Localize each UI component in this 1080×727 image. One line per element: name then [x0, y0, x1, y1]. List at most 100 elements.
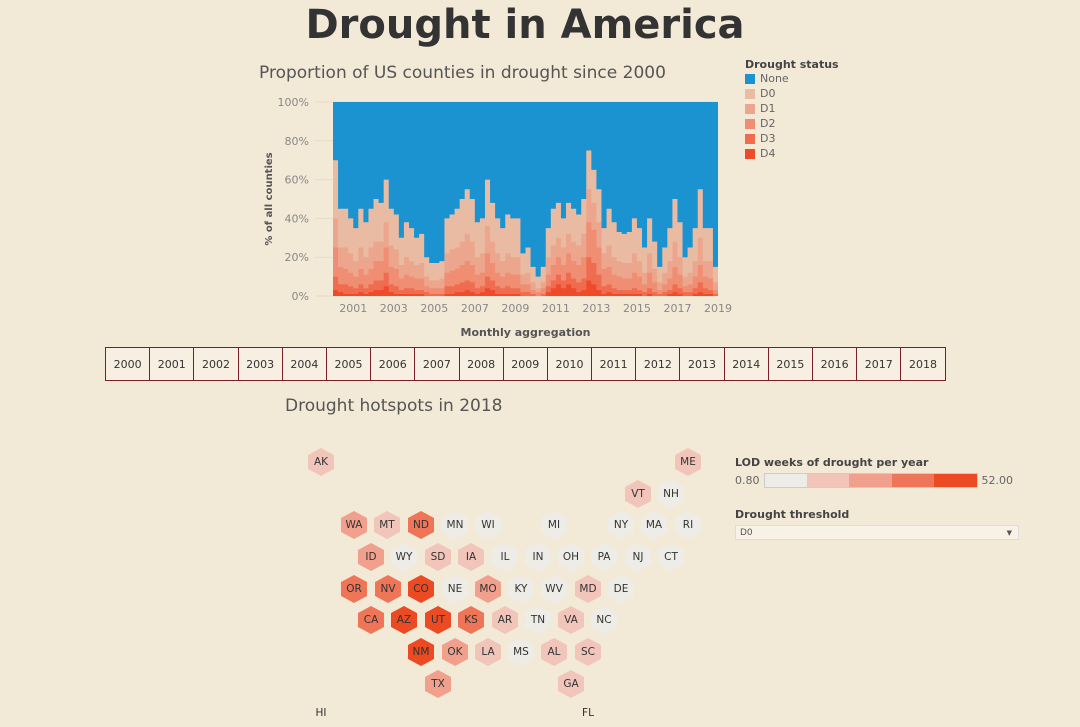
state-hex-oh[interactable]: OH	[558, 543, 584, 571]
area-d0	[333, 150, 718, 296]
scale-step	[891, 474, 935, 487]
state-hex-ne[interactable]: NE	[442, 575, 468, 603]
state-hex-al[interactable]: AL	[541, 638, 567, 666]
x-tick-label: 2001	[339, 302, 367, 315]
year-button-2018[interactable]: 2018	[901, 348, 945, 380]
year-button-2010[interactable]: 2010	[547, 348, 593, 380]
legend-swatch	[745, 103, 755, 114]
state-hex-co[interactable]: CO	[408, 575, 434, 603]
state-hex-ca[interactable]: CA	[358, 606, 384, 634]
x-tick-label: 2007	[461, 302, 489, 315]
legend-swatch	[745, 133, 755, 144]
legend-label: D1	[760, 102, 776, 115]
state-hex-tn[interactable]: TN	[525, 606, 551, 634]
state-hex-sc[interactable]: SC	[575, 638, 601, 666]
year-button-2014[interactable]: 2014	[724, 348, 769, 380]
legend-title: Drought status	[745, 58, 839, 71]
state-hex-md[interactable]: MD	[575, 575, 601, 603]
year-button-2016[interactable]: 2016	[813, 348, 858, 380]
state-hex-il[interactable]: IL	[492, 543, 518, 571]
state-hex-ny[interactable]: NY	[608, 511, 634, 539]
state-hex-ok[interactable]: OK	[442, 638, 468, 666]
year-button-2011[interactable]: 2011	[592, 348, 637, 380]
year-button-2007[interactable]: 2007	[415, 348, 460, 380]
year-button-2005[interactable]: 2005	[326, 348, 372, 380]
scale-step	[934, 474, 977, 487]
state-hex-pa[interactable]: PA	[591, 543, 617, 571]
state-hex-ri[interactable]: RI	[675, 511, 701, 539]
state-hex-ga[interactable]: GA	[558, 670, 584, 698]
legend-item-none[interactable]: None	[745, 71, 839, 86]
state-hex-ia[interactable]: IA	[458, 543, 484, 571]
legend-swatch	[745, 88, 755, 99]
threshold-dropdown[interactable]: D0 ▼	[735, 525, 1019, 540]
legend-item-d1[interactable]: D1	[745, 101, 839, 116]
state-hex-az[interactable]: AZ	[391, 606, 417, 634]
state-hex-ks[interactable]: KS	[458, 606, 484, 634]
year-button-2003[interactable]: 2003	[238, 348, 283, 380]
state-hex-wi[interactable]: WI	[475, 511, 501, 539]
state-hex-nc[interactable]: NC	[591, 606, 617, 634]
state-hex-la[interactable]: LA	[475, 638, 501, 666]
threshold-value: D0	[740, 527, 753, 538]
year-button-2012[interactable]: 2012	[636, 348, 681, 380]
year-button-2004[interactable]: 2004	[282, 348, 327, 380]
x-tick-label: 2005	[420, 302, 448, 315]
state-hex-mt[interactable]: MT	[374, 511, 400, 539]
state-hex-wv[interactable]: WV	[541, 575, 567, 603]
state-hex-mi[interactable]: MI	[541, 511, 567, 539]
state-hex-ky[interactable]: KY	[508, 575, 534, 603]
legend-item-d4[interactable]: D4	[745, 146, 839, 161]
state-hex-or[interactable]: OR	[341, 575, 367, 603]
state-hex-de[interactable]: DE	[608, 575, 634, 603]
year-button-2013[interactable]: 2013	[680, 348, 725, 380]
year-button-2002[interactable]: 2002	[194, 348, 239, 380]
lod-min: 0.80	[735, 474, 760, 487]
year-button-2006[interactable]: 2006	[371, 348, 416, 380]
legend-label: None	[760, 72, 789, 85]
state-hex-wa[interactable]: WA	[341, 511, 367, 539]
state-hex-mo[interactable]: MO	[475, 575, 501, 603]
year-button-2008[interactable]: 2008	[459, 348, 504, 380]
y-tick-label: 80%	[285, 135, 309, 148]
state-hex-ut[interactable]: UT	[425, 606, 451, 634]
state-hex-ma[interactable]: MA	[641, 511, 667, 539]
area-d4	[333, 280, 718, 296]
x-tick-label: 2019	[704, 302, 732, 315]
state-hex-ct[interactable]: CT	[658, 543, 684, 571]
state-hex-id[interactable]: ID	[358, 543, 384, 571]
lod-title: LOD weeks of drought per year	[735, 456, 929, 469]
legend-item-d3[interactable]: D3	[745, 131, 839, 146]
state-hex-in[interactable]: IN	[525, 543, 551, 571]
state-hex-nj[interactable]: NJ	[625, 543, 651, 571]
state-hex-ms[interactable]: MS	[508, 638, 534, 666]
state-hex-me[interactable]: ME	[675, 448, 701, 476]
state-hex-ak[interactable]: AK	[308, 448, 334, 476]
state-hex-nm[interactable]: NM	[408, 638, 434, 666]
year-button-2001[interactable]: 2001	[150, 348, 195, 380]
state-hex-nd[interactable]: ND	[408, 511, 434, 539]
state-hex-tx[interactable]: TX	[425, 670, 451, 698]
state-hex-fl[interactable]: FL	[582, 707, 594, 719]
state-hex-wy[interactable]: WY	[391, 543, 417, 571]
year-button-2015[interactable]: 2015	[768, 348, 813, 380]
state-hex-vt[interactable]: VT	[625, 480, 651, 508]
state-hex-nh[interactable]: NH	[658, 480, 684, 508]
y-tick-label: 60%	[285, 174, 309, 187]
drought-area-chart[interactable]: 0% 20% 40% 60% 80% 100% 2001 2003 2005 2007 2009 20…	[250, 90, 750, 345]
scale-step	[806, 474, 850, 487]
y-axis-label: % of all counties	[264, 152, 275, 245]
area-d2	[333, 222, 718, 296]
state-hex-ar[interactable]: AR	[492, 606, 518, 634]
state-hex-hi[interactable]: HI	[315, 707, 327, 719]
state-hex-nv[interactable]: NV	[375, 575, 401, 603]
state-hex-va[interactable]: VA	[558, 606, 584, 634]
y-tick-label: 20%	[285, 251, 309, 264]
state-hex-sd[interactable]: SD	[425, 543, 451, 571]
state-hex-mn[interactable]: MN	[442, 511, 468, 539]
legend-item-d0[interactable]: D0	[745, 86, 839, 101]
year-button-2017[interactable]: 2017	[857, 348, 902, 380]
year-button-2000[interactable]: 2000	[106, 348, 151, 380]
year-button-2009[interactable]: 2009	[503, 348, 548, 380]
legend-item-d2[interactable]: D2	[745, 116, 839, 131]
